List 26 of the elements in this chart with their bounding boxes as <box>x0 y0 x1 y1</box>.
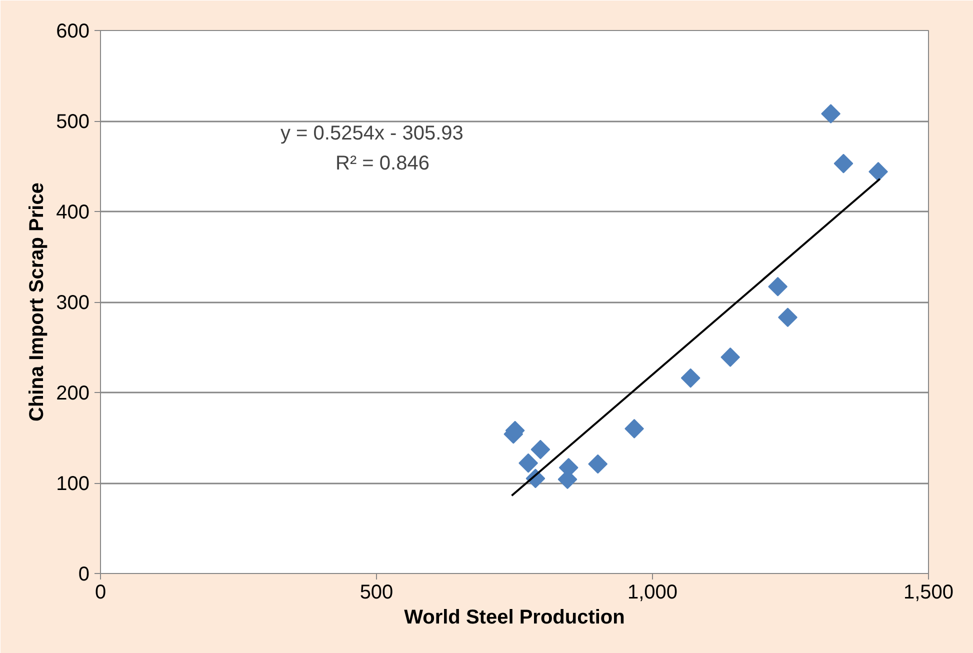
x-tick-label: 500 <box>360 582 394 604</box>
y-tick-label: 300 <box>56 292 90 314</box>
point <box>821 104 840 124</box>
x-tick-label: 0 <box>94 582 106 604</box>
point <box>834 154 854 174</box>
point <box>588 454 608 474</box>
point <box>868 162 888 182</box>
annotation: R² = 0.846 <box>336 152 430 174</box>
y-tick-label: 0 <box>78 564 90 586</box>
point <box>518 453 538 473</box>
y-tick-label: 100 <box>56 473 90 495</box>
point <box>530 440 550 460</box>
x-axis-title: World Steel Production <box>404 606 625 628</box>
x-tick-label: 1,500 <box>903 582 954 604</box>
x-tick-label: 1,000 <box>627 582 678 604</box>
y-axis-title: China Import Scrap Price <box>26 182 48 422</box>
point <box>778 308 798 328</box>
y-tick-label: 600 <box>56 20 90 42</box>
point <box>680 368 700 388</box>
point <box>768 276 788 296</box>
y-tick-label: 400 <box>56 202 90 224</box>
point <box>720 348 740 367</box>
annotation: y = 0.5254x - 305.93 <box>280 122 464 144</box>
point <box>624 419 644 438</box>
y-tick-label: 500 <box>56 111 90 133</box>
y-tick-label: 200 <box>56 382 90 404</box>
